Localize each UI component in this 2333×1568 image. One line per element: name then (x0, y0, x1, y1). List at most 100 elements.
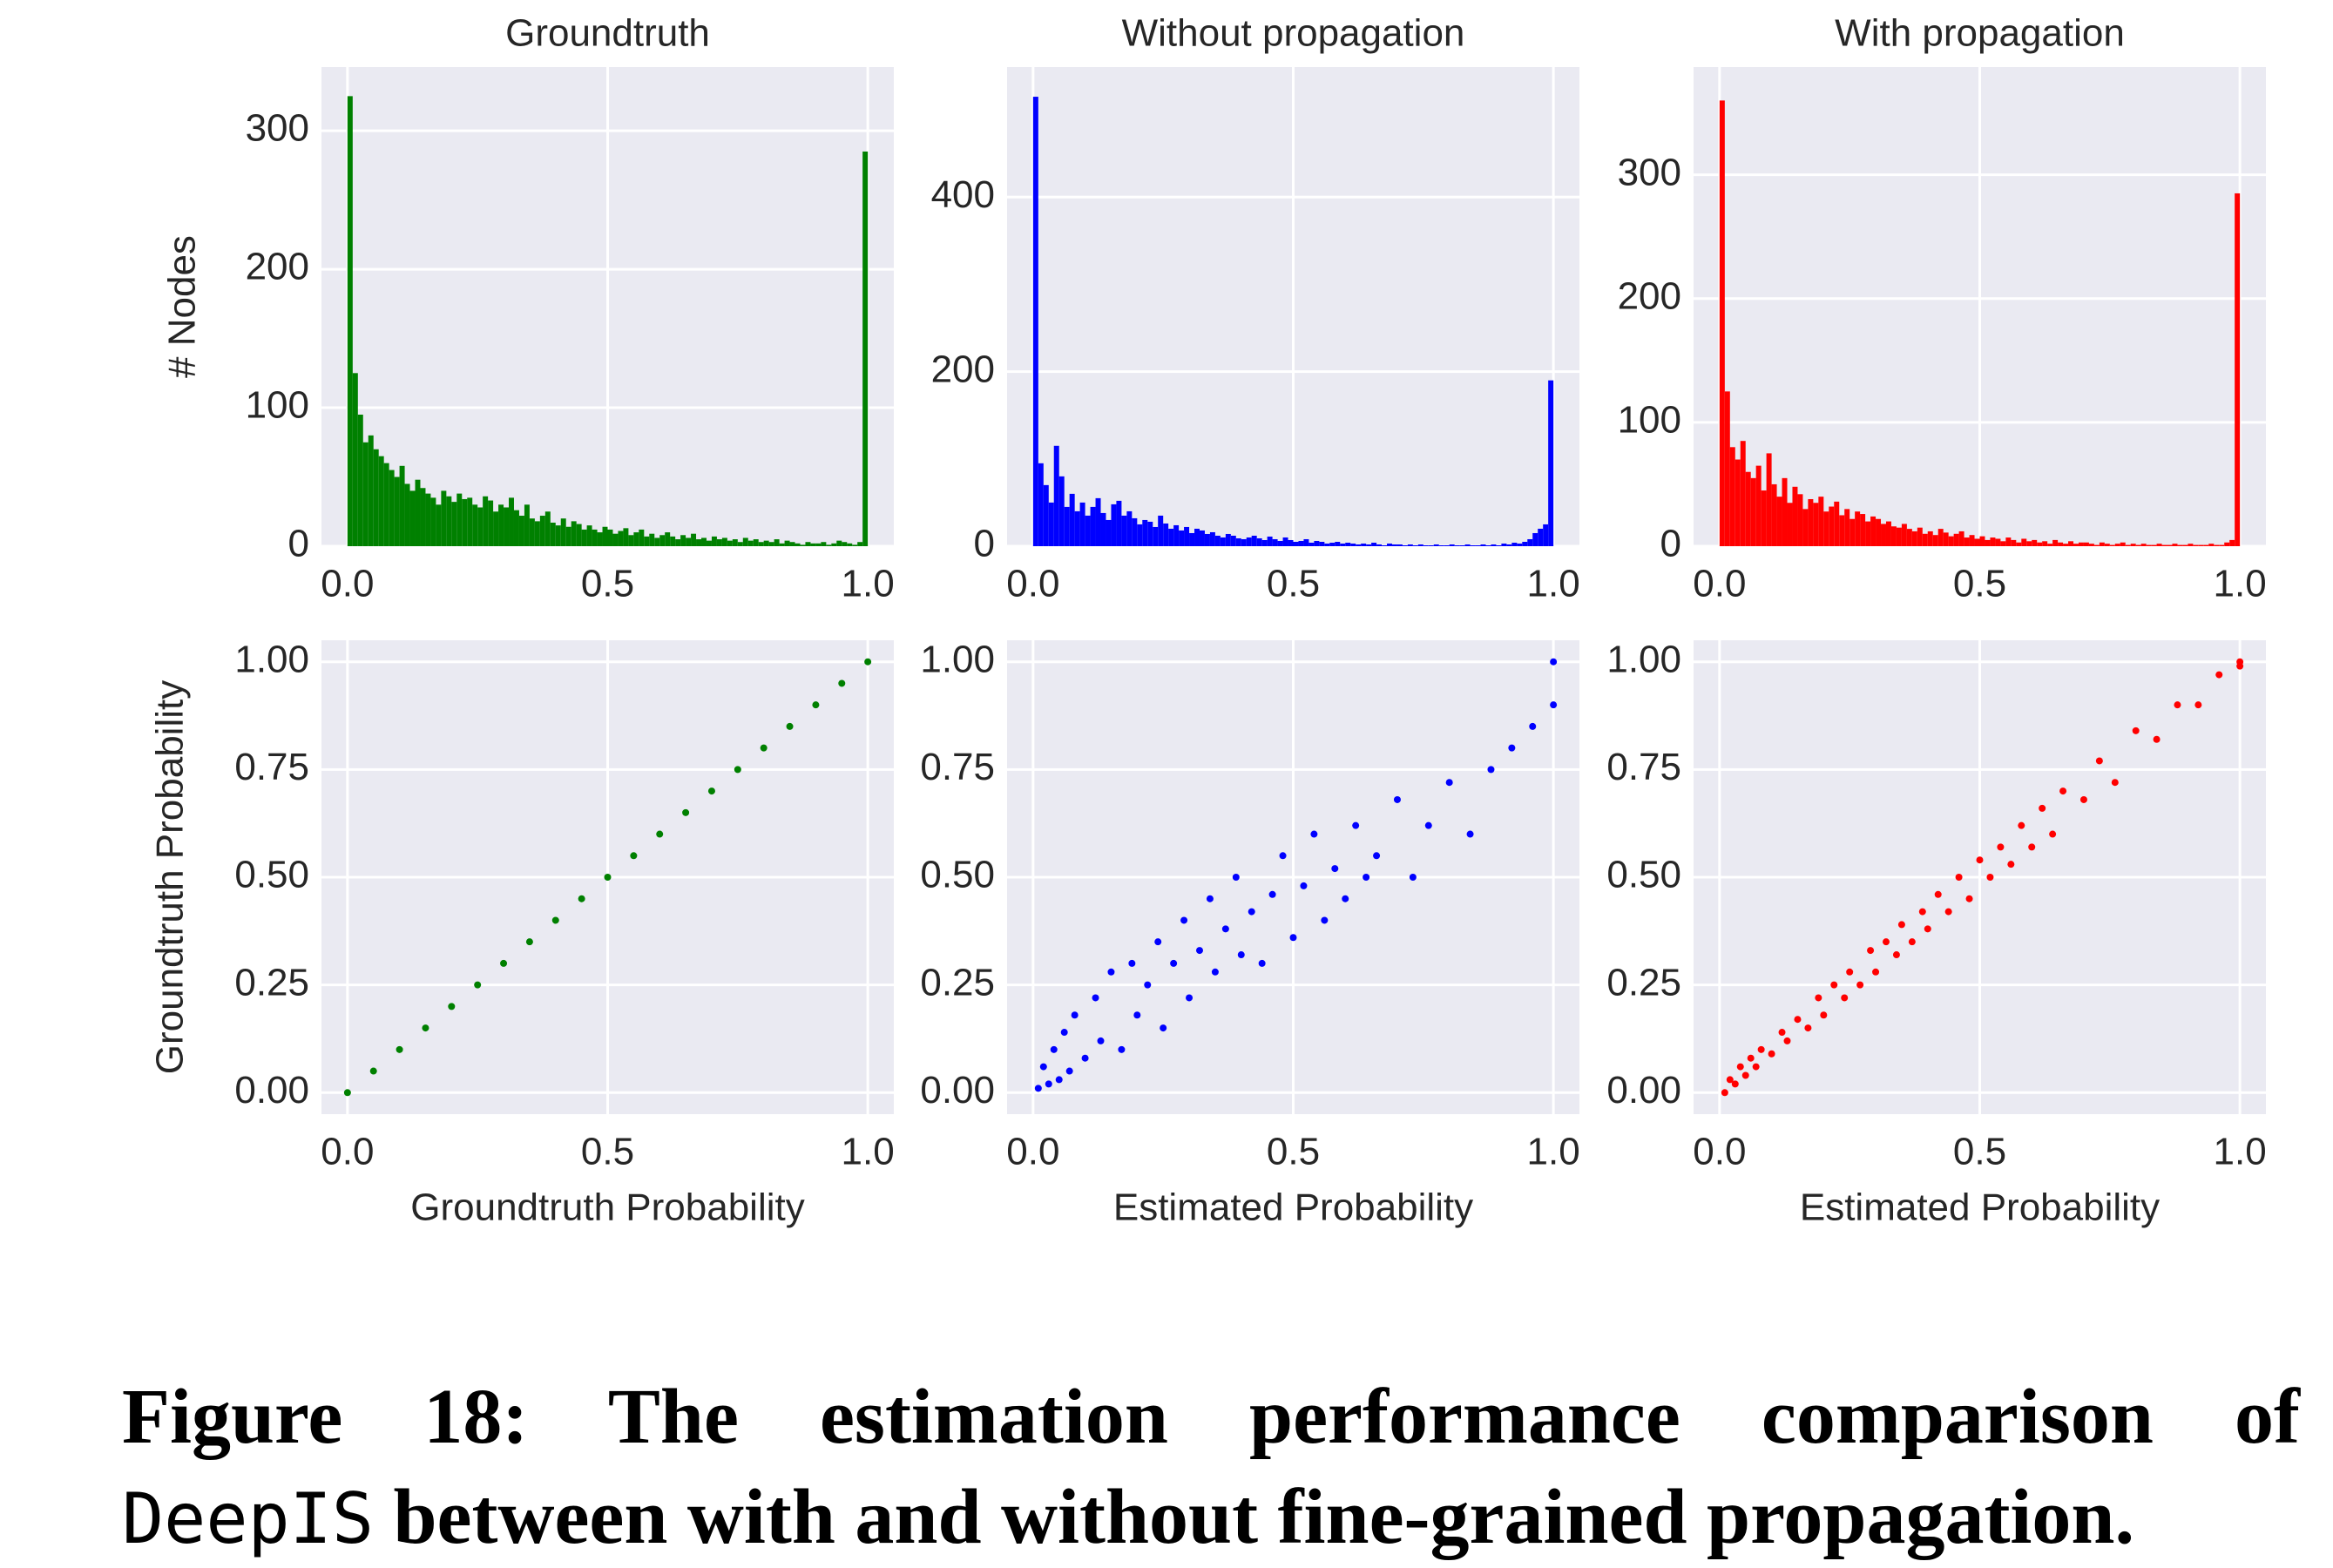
y-tick-label: 0.50 (234, 854, 309, 896)
point (1154, 938, 1162, 946)
bar (2011, 539, 2017, 546)
bar (472, 504, 478, 546)
bar (446, 496, 452, 546)
bar (524, 504, 530, 546)
x-tick-label: 1.0 (1527, 1131, 1580, 1173)
bar (721, 537, 727, 546)
bar (768, 542, 774, 546)
x-tick-label: 1.0 (2214, 563, 2267, 605)
point (1081, 1054, 1089, 1062)
point (1133, 1011, 1141, 1019)
caption-text: The estimation performance comparison of (607, 1374, 2300, 1460)
point (838, 679, 846, 687)
y-tick-label: 0 (1660, 523, 1681, 565)
bar (1423, 544, 1429, 546)
bar (504, 507, 510, 546)
y-tick-label: 1.00 (920, 638, 995, 680)
bar (1277, 540, 1283, 546)
x-tick-label: 0.5 (581, 1131, 634, 1173)
point (1872, 968, 1880, 976)
y-tick-label: 0.25 (920, 961, 995, 1004)
bar (1953, 533, 1959, 546)
bar (659, 535, 666, 546)
point (2111, 779, 2119, 787)
bar (1241, 538, 1247, 546)
bar (1235, 537, 1241, 546)
bar (2063, 544, 2069, 546)
bar (727, 540, 733, 546)
bar (425, 493, 431, 546)
bar (477, 507, 484, 546)
point (656, 830, 664, 838)
y-tick-label: 0.50 (920, 854, 995, 896)
y-tick-label: 0.75 (234, 746, 309, 788)
x-tick-label: 0.5 (1267, 563, 1320, 605)
bar (706, 540, 712, 546)
bar (1288, 539, 1294, 546)
caption-code: DeepIS (122, 1478, 374, 1559)
bar (831, 543, 837, 546)
bar (555, 525, 561, 546)
bar (597, 532, 603, 546)
bar (1766, 453, 1772, 546)
point (1794, 1016, 1802, 1024)
bar (2037, 542, 2043, 546)
x-tick-label: 0.0 (1693, 563, 1746, 605)
bar (2224, 542, 2230, 546)
bar (1735, 459, 1741, 546)
bar (1724, 391, 1730, 546)
point (578, 895, 585, 902)
bar (2032, 539, 2038, 546)
bar (2208, 544, 2215, 546)
bar (357, 414, 363, 546)
bar (1532, 532, 1538, 546)
bar (1896, 527, 1902, 546)
bar (1438, 544, 1444, 546)
point (2007, 861, 2015, 868)
bar (1990, 537, 1996, 546)
y-axis-label: # Nodes (161, 235, 204, 378)
bar (1106, 519, 1112, 546)
bar (373, 449, 379, 546)
bar (1475, 544, 1481, 546)
bar (1376, 544, 1383, 546)
point (2059, 787, 2067, 795)
subplot-title: Without propagation (1122, 12, 1465, 55)
bar (1412, 544, 1418, 546)
point (1342, 895, 1349, 902)
bar (1121, 515, 1127, 546)
bar (1111, 504, 1117, 546)
bar (805, 542, 811, 546)
bar (1261, 539, 1268, 546)
point (1768, 1050, 1775, 1058)
bar (518, 516, 524, 546)
point (1731, 1080, 1739, 1088)
bar (1818, 497, 1824, 546)
bar (394, 476, 400, 546)
bar (565, 526, 571, 546)
point (1841, 994, 1849, 1002)
bar (1901, 524, 1907, 546)
bar (1058, 476, 1065, 546)
bar (2042, 541, 2048, 546)
bar (483, 496, 489, 546)
point (1331, 865, 1339, 873)
bar (675, 539, 681, 546)
bar (436, 504, 442, 546)
bar (821, 542, 827, 546)
bar (680, 535, 686, 546)
bar (1132, 517, 1138, 546)
bar (1319, 541, 1325, 546)
bar (1433, 544, 1439, 546)
bar (378, 456, 384, 546)
bar (1876, 518, 1882, 546)
bar (1366, 544, 1372, 546)
point (422, 1024, 429, 1032)
point (1268, 890, 1276, 898)
bar (571, 521, 577, 546)
bar (347, 96, 353, 547)
bar (1179, 530, 1185, 546)
y-tick-label: 1.00 (234, 638, 309, 680)
bar (1890, 526, 1897, 546)
